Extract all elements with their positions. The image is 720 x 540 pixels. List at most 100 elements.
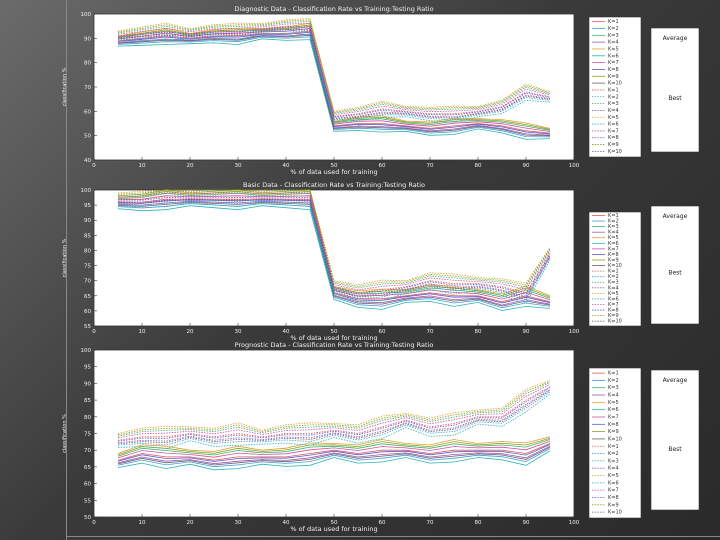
series-line bbox=[117, 384, 551, 439]
x-tick-label: 10 bbox=[139, 520, 146, 526]
legend-label: K=5 bbox=[608, 235, 619, 241]
series-line bbox=[117, 24, 551, 130]
legend-label: K=2 bbox=[608, 94, 619, 100]
x-tick-label: 90 bbox=[523, 520, 530, 526]
legend-label: K=9 bbox=[608, 142, 619, 148]
legend-label: K=10 bbox=[608, 149, 622, 155]
legend-label: K=2 bbox=[608, 219, 619, 225]
plot-area bbox=[93, 349, 575, 518]
series-line bbox=[117, 202, 551, 304]
legend-label: K=6 bbox=[608, 480, 619, 486]
chart-1: Diagnostic Data - Classification Rate vs… bbox=[62, 5, 700, 176]
average-label: Average bbox=[663, 35, 688, 42]
legend-label: K=1 bbox=[608, 87, 619, 93]
x-tick-label: 30 bbox=[235, 520, 242, 526]
series-line bbox=[117, 436, 551, 454]
legend-label: K=6 bbox=[608, 407, 619, 413]
series-line bbox=[117, 440, 551, 459]
series-line bbox=[117, 381, 551, 436]
chart-title: Basic Data - Classification Rate vs Trai… bbox=[243, 181, 425, 189]
x-tick-label: 90 bbox=[523, 329, 530, 335]
series-line bbox=[117, 31, 551, 135]
x-axis-label: % of data used for training bbox=[290, 168, 377, 176]
best-label: Best bbox=[668, 269, 682, 276]
legend-label: K=3 bbox=[608, 101, 619, 107]
legend-label: K=4 bbox=[608, 108, 619, 114]
y-tick-label: 50 bbox=[84, 515, 91, 521]
average-label: Average bbox=[663, 377, 688, 384]
side-box bbox=[650, 369, 700, 511]
legend-label: K=8 bbox=[608, 422, 619, 428]
x-tick-label: 100 bbox=[569, 163, 580, 169]
series-line bbox=[117, 200, 551, 301]
y-tick-label: 95 bbox=[84, 365, 91, 371]
plot-area bbox=[93, 189, 575, 327]
legend-label: K=1 bbox=[608, 269, 619, 275]
y-tick-label: 60 bbox=[84, 482, 91, 488]
series-line bbox=[117, 379, 551, 434]
y-tick-label: 65 bbox=[84, 294, 91, 300]
y-tick-label: 70 bbox=[84, 448, 91, 454]
series-line bbox=[117, 26, 551, 118]
series-line bbox=[117, 390, 551, 445]
y-tick-label: 40 bbox=[84, 158, 91, 164]
y-tick-label: 60 bbox=[84, 109, 91, 115]
chart-title: Prognostic Data - Classification Rate vs… bbox=[235, 341, 434, 349]
series-line bbox=[117, 382, 551, 437]
chart-title: Diagnostic Data - Classification Rate vs… bbox=[234, 5, 433, 13]
legend-label: K=4 bbox=[608, 285, 619, 291]
x-tick-label: 70 bbox=[427, 163, 434, 169]
series-line bbox=[117, 30, 551, 121]
legend-label: K=4 bbox=[608, 40, 619, 46]
y-axis-label: classification % bbox=[62, 414, 68, 453]
legend-label: K=6 bbox=[608, 53, 619, 59]
legend-label: K=7 bbox=[608, 414, 619, 420]
legend-label: K=1 bbox=[608, 444, 619, 450]
legend-label: K=8 bbox=[608, 252, 619, 258]
legend-label: K=8 bbox=[608, 308, 619, 314]
legend-label: K=2 bbox=[608, 26, 619, 32]
legend-label: K=9 bbox=[608, 257, 619, 263]
series-line bbox=[117, 450, 551, 471]
y-tick-label: 60 bbox=[84, 309, 91, 315]
legend-label: K=3 bbox=[608, 385, 619, 391]
legend-label: K=10 bbox=[608, 510, 622, 516]
y-tick-label: 90 bbox=[84, 381, 91, 387]
x-tick-label: 30 bbox=[235, 329, 242, 335]
average-label: Average bbox=[663, 213, 688, 220]
legend-label: K=8 bbox=[608, 495, 619, 501]
legend-label: K=9 bbox=[608, 313, 619, 319]
series-line bbox=[117, 386, 551, 441]
y-tick-label: 85 bbox=[84, 398, 91, 404]
series-line bbox=[117, 448, 551, 468]
legend-label: K=4 bbox=[608, 393, 619, 399]
y-tick-label: 75 bbox=[84, 264, 91, 270]
series-line bbox=[117, 22, 551, 115]
slide-frame-bottom bbox=[66, 536, 720, 537]
series-line bbox=[117, 199, 551, 304]
legend-label: K=10 bbox=[608, 319, 622, 325]
x-tick-label: 60 bbox=[379, 163, 386, 169]
legend-label: K=5 bbox=[608, 473, 619, 479]
x-tick-label: 60 bbox=[379, 520, 386, 526]
series-line bbox=[117, 27, 551, 132]
best-label: Best bbox=[668, 446, 682, 453]
x-tick-label: 80 bbox=[475, 520, 482, 526]
legend-label: K=5 bbox=[608, 291, 619, 297]
legend-label: K=5 bbox=[608, 400, 619, 406]
legend-label: K=7 bbox=[608, 246, 619, 252]
series-line bbox=[117, 38, 551, 140]
best-label: Best bbox=[668, 95, 682, 102]
legend-label: K=2 bbox=[608, 378, 619, 384]
x-tick-label: 70 bbox=[427, 520, 434, 526]
series-line bbox=[117, 34, 551, 137]
y-tick-label: 90 bbox=[84, 36, 91, 42]
legend-label: K=2 bbox=[608, 451, 619, 457]
y-tick-label: 100 bbox=[81, 348, 92, 354]
x-tick-label: 50 bbox=[331, 163, 338, 169]
legend-label: K=3 bbox=[608, 458, 619, 464]
y-tick-label: 100 bbox=[81, 188, 92, 194]
chart-3: Prognostic Data - Classification Rate vs… bbox=[62, 341, 700, 533]
y-tick-label: 80 bbox=[84, 61, 91, 67]
